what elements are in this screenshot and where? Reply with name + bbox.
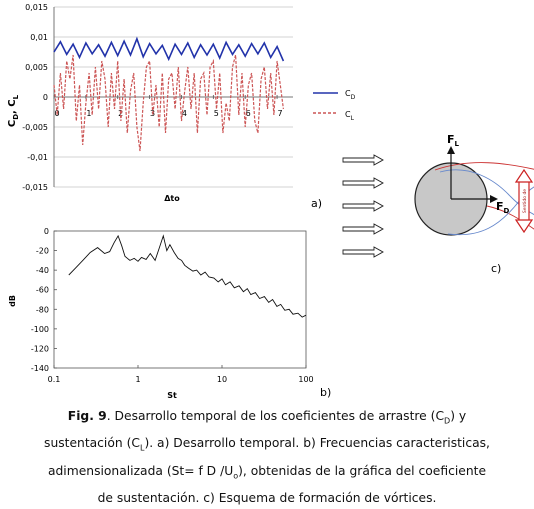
coefficient-legend: CD CL: [313, 89, 356, 122]
drag-arrowhead: [490, 195, 498, 203]
coefficient-x-axis-label: Δto: [164, 194, 180, 203]
flow-arrow: [342, 223, 384, 235]
vortex-red-upper: [434, 162, 534, 171]
caption-text: sustentación (C: [44, 436, 140, 451]
legend-label-cd: CD: [345, 89, 356, 101]
y-tick-label: -0,005: [22, 123, 48, 132]
caption-sub: L: [139, 443, 145, 453]
vortex-red-lower: [486, 205, 534, 230]
spectrum-x-ticks: 0.1 1 10 100: [48, 365, 314, 384]
series-line-d: [53, 36, 285, 62]
y-tick-label: -0,01: [27, 153, 48, 162]
caption-line-2: sustentación (CL). a) Desarrollo tempora…: [6, 432, 528, 459]
y-tick-label: 0,01: [30, 33, 48, 42]
y-tick-label: -100: [31, 325, 49, 334]
caption-sub: o: [233, 471, 239, 481]
caption-sub: D: [444, 416, 451, 426]
figure-caption: Fig. 9. Desarrollo temporal de los coefi…: [6, 405, 528, 509]
x-tick-label: 1: [135, 375, 140, 384]
coefficient-y-ticks: 0,015 0,01 0,005 0 -0,005 -0,01 -0,015: [22, 3, 48, 192]
spectrum-line: [68, 234, 307, 318]
spectrum-chart: 0 -20 -40 -60 -80 -100 -120 -140 0.1 1 10 100 St d…: [8, 227, 331, 400]
spectrum-x-axis-label: St: [167, 391, 177, 400]
caption-line-1: Fig. 9. Desarrollo temporal de los coefi…: [6, 405, 528, 432]
y-tick-label: -120: [31, 344, 49, 353]
series-line-l: [53, 54, 284, 152]
coefficient-y-axis-label: CD, CL: [7, 94, 20, 127]
lift-arrowhead: [447, 146, 455, 154]
y-tick-label: -20: [36, 247, 49, 256]
caption-text: ). a) Desarrollo temporal. b) Frecuencia…: [144, 436, 490, 451]
x-tick-label: 5: [214, 109, 219, 118]
panel-label-c: c): [491, 262, 501, 275]
spectrum-axes: [53, 230, 307, 369]
caption-text: ) y: [450, 409, 467, 423]
caption-figure-label: Fig. 9: [67, 409, 107, 423]
vortex-diagram: FL FD Sentido de c): [342, 133, 534, 275]
x-tick-label: 1: [86, 109, 91, 118]
flow-arrow: [342, 246, 384, 258]
x-tick-label: 4: [182, 109, 187, 118]
legend-label-cl: CL: [345, 110, 355, 122]
x-tick-label: 100: [298, 375, 313, 384]
panel-label-a: a): [311, 197, 322, 210]
caption-line-4: de sustentación. c) Esquema de formación…: [97, 491, 437, 506]
y-tick-label: -60: [36, 286, 49, 295]
x-tick-label: 10: [217, 375, 227, 384]
flow-arrow: [342, 200, 384, 212]
y-tick-label: -80: [36, 305, 49, 314]
drag-label: FD: [496, 200, 510, 215]
wake-direction-label: Sentido de: [522, 189, 528, 213]
spectrum-y-axis-label: dB: [8, 295, 17, 307]
spectrum-series: [68, 234, 307, 318]
y-tick-label: 0,015: [25, 3, 48, 12]
coefficient-series: [53, 36, 285, 152]
y-tick-label: -0,015: [22, 183, 48, 192]
y-tick-label: -140: [31, 364, 49, 373]
wake-direction-arrow: Sentido de: [514, 168, 534, 234]
panel-label-b: b): [320, 386, 331, 399]
vortex-blue-upper: [439, 169, 534, 216]
caption-text: . Desarrollo temporal de los coeficiente…: [106, 409, 445, 423]
y-tick-label: 0,005: [25, 63, 48, 72]
flow-arrow: [342, 154, 384, 166]
y-tick-label: 0: [44, 227, 49, 236]
flow-arrows: [342, 154, 384, 258]
plot-frame: [53, 230, 307, 369]
y-tick-label: 0: [43, 93, 48, 102]
x-tick-label: 0.1: [48, 375, 61, 384]
spectrum-y-ticks: 0 -20 -40 -60 -80 -100 -120 -140: [31, 227, 57, 373]
x-tick-label: 7: [278, 109, 283, 118]
flow-arrow: [342, 177, 384, 189]
y-tick-label: -40: [36, 266, 49, 275]
caption-text: adimensionalizada (St= f D /U: [47, 463, 234, 478]
lift-label: FL: [447, 133, 460, 148]
x-tick-label: 6: [246, 109, 251, 118]
caption-line-3: adimensionalizada (St= f D /Uo), obtenid…: [6, 460, 528, 487]
caption-text: ), obtenidas de la gráfica del coeficien…: [238, 463, 487, 478]
